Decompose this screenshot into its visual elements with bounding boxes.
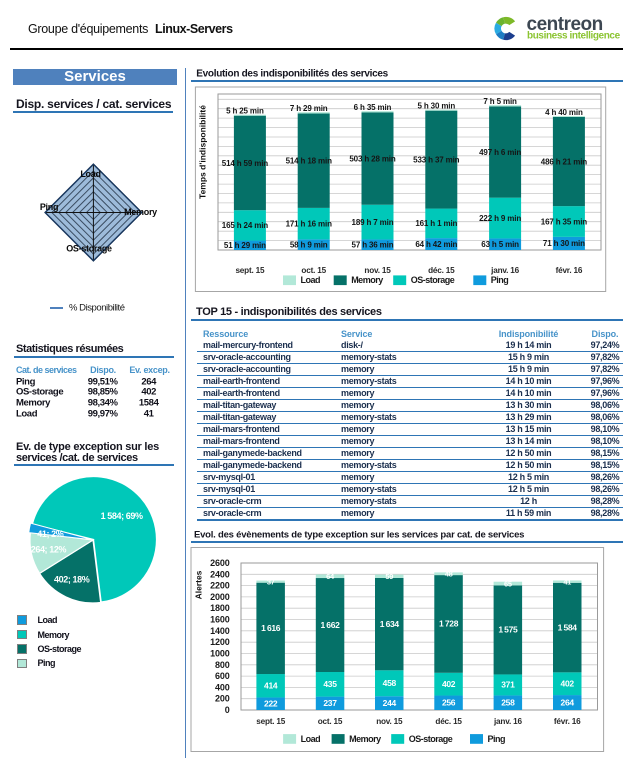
svg-text:Load: Load (80, 169, 100, 179)
svg-text:41; 2%: 41; 2% (37, 529, 64, 539)
svg-text:64: 64 (326, 572, 335, 581)
svg-text:189 h 7 min: 189 h 7 min (352, 218, 394, 227)
svg-text:1800: 1800 (210, 603, 230, 613)
svg-text:6 h 35 min: 6 h 35 min (354, 103, 392, 112)
svg-text:Ping: Ping (488, 734, 506, 744)
svg-text:1 616: 1 616 (261, 623, 281, 633)
svg-text:244: 244 (383, 698, 397, 708)
svg-text:oct. 15: oct. 15 (318, 717, 343, 726)
svg-text:402; 18%: 402; 18% (54, 574, 90, 584)
svg-text:503 h 28 min: 503 h 28 min (349, 154, 395, 163)
svg-text:222 h 9 min: 222 h 9 min (479, 214, 521, 223)
svg-text:458: 458 (383, 678, 397, 688)
svg-text:1 634: 1 634 (380, 619, 400, 629)
svg-text:1 662: 1 662 (320, 620, 340, 630)
svg-text:centreon: centreon (527, 14, 603, 35)
svg-text:264: 264 (561, 697, 575, 707)
svg-text:264; 12%: 264; 12% (31, 544, 67, 554)
svg-text:7 h 29 min: 7 h 29 min (290, 104, 328, 113)
svg-text:2400: 2400 (210, 569, 230, 579)
svg-text:48: 48 (445, 570, 453, 579)
svg-text:200: 200 (215, 694, 230, 704)
svg-text:févr. 16: févr. 16 (556, 266, 583, 275)
svg-text:497 h 6 min: 497 h 6 min (479, 148, 521, 157)
svg-text:402: 402 (561, 679, 575, 689)
svg-text:41: 41 (563, 577, 571, 586)
svg-text:256: 256 (442, 698, 456, 708)
svg-text:1000: 1000 (210, 649, 230, 659)
svg-text:1 575: 1 575 (498, 625, 518, 635)
svg-text:2000: 2000 (210, 592, 230, 602)
svg-text:435: 435 (323, 679, 337, 689)
svg-text:63 h 5 min: 63 h 5 min (481, 240, 519, 249)
svg-text:oct. 15: oct. 15 (301, 266, 326, 275)
svg-text:402: 402 (442, 679, 456, 689)
svg-text:165 h 24 min: 165 h 24 min (222, 221, 268, 230)
svg-text:514 h 18 min: 514 h 18 min (286, 157, 332, 166)
svg-text:37: 37 (267, 577, 275, 586)
svg-text:222: 222 (264, 699, 278, 709)
svg-text:800: 800 (215, 660, 230, 670)
svg-text:sept. 15: sept. 15 (235, 266, 265, 275)
svg-text:Load: Load (301, 275, 321, 285)
svg-text:business intelligence: business intelligence (527, 30, 621, 41)
svg-text:Ping: Ping (491, 275, 509, 285)
svg-text:0: 0 (225, 705, 230, 715)
svg-text:nov. 15: nov. 15 (376, 717, 403, 726)
svg-text:1 584: 1 584 (558, 622, 578, 632)
svg-text:237: 237 (323, 698, 337, 708)
svg-text:OS-storage: OS-storage (409, 734, 453, 744)
svg-text:Alertes: Alertes (194, 570, 204, 599)
svg-text:1200: 1200 (210, 637, 230, 647)
svg-text:OS-storage: OS-storage (411, 275, 455, 285)
svg-text:1 584; 69%: 1 584; 69% (101, 511, 143, 521)
svg-text:59: 59 (385, 572, 393, 581)
svg-text:OS-storage: OS-storage (66, 244, 112, 254)
svg-text:514 h 59 min: 514 h 59 min (222, 159, 268, 168)
svg-text:Memory: Memory (124, 207, 157, 217)
svg-text:258: 258 (501, 698, 515, 708)
svg-text:déc. 15: déc. 15 (435, 717, 462, 726)
svg-text:171 h 16 min: 171 h 16 min (286, 219, 332, 228)
svg-text:51 h 29 min: 51 h 29 min (224, 241, 266, 250)
svg-text:Ping: Ping (40, 202, 58, 212)
svg-text:4 h 40 min: 4 h 40 min (545, 108, 583, 117)
svg-text:71 h 30 min: 71 h 30 min (543, 239, 585, 248)
svg-text:nov. 15: nov. 15 (364, 266, 391, 275)
svg-text:Temps d'indisponibilité: Temps d'indisponibilité (198, 105, 208, 199)
svg-text:371: 371 (501, 680, 515, 690)
svg-text:65: 65 (504, 579, 512, 588)
svg-text:2600: 2600 (210, 558, 230, 568)
svg-text:167 h 35 min: 167 h 35 min (541, 217, 587, 226)
svg-text:57 h 36 min: 57 h 36 min (352, 241, 394, 250)
svg-text:5 h 25 min: 5 h 25 min (226, 107, 264, 116)
svg-text:7 h 5 min: 7 h 5 min (483, 97, 517, 106)
svg-text:févr. 16: févr. 16 (554, 717, 581, 726)
svg-text:161 h 1 min: 161 h 1 min (415, 219, 457, 228)
svg-text:sept. 15: sept. 15 (256, 717, 286, 726)
svg-text:2200: 2200 (210, 581, 230, 591)
svg-text:janv. 16: janv. 16 (490, 266, 519, 275)
svg-text:Memory: Memory (349, 734, 381, 744)
svg-text:600: 600 (215, 671, 230, 681)
svg-text:1 728: 1 728 (439, 619, 459, 629)
svg-text:533 h 37 min: 533 h 37 min (413, 155, 459, 164)
svg-text:414: 414 (264, 681, 278, 691)
svg-text:Load: Load (301, 734, 321, 744)
svg-text:400: 400 (215, 682, 230, 692)
svg-text:Memory: Memory (351, 275, 383, 285)
svg-text:déc. 15: déc. 15 (428, 266, 455, 275)
svg-text:58 h 9 min: 58 h 9 min (290, 241, 328, 250)
svg-text:64 h 42 min: 64 h 42 min (415, 240, 457, 249)
svg-text:janv. 16: janv. 16 (493, 717, 522, 726)
svg-text:486 h 21 min: 486 h 21 min (541, 157, 587, 166)
svg-text:1400: 1400 (210, 626, 230, 636)
svg-text:1600: 1600 (210, 615, 230, 625)
svg-text:5 h 30 min: 5 h 30 min (417, 102, 455, 111)
